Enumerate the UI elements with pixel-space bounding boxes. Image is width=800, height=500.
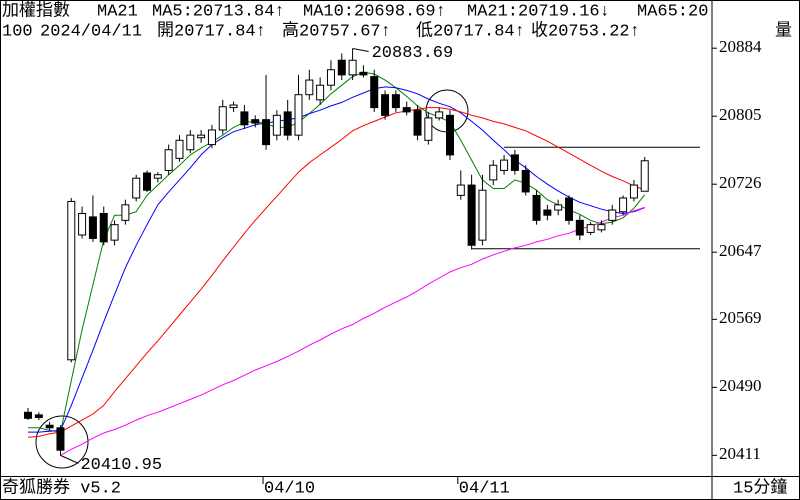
candle-body xyxy=(370,76,379,109)
y-tick-label: 20411 xyxy=(719,444,761,463)
candle-body xyxy=(294,94,303,136)
indicator: MA21 xyxy=(97,2,138,21)
annotation: 20883.69 xyxy=(372,44,454,63)
ma-line xyxy=(27,107,645,438)
candle-body xyxy=(435,111,444,119)
x-tick-label: 04/10 xyxy=(264,479,315,498)
candle-body xyxy=(424,117,433,141)
y-tick-label: 20490 xyxy=(719,376,762,395)
candle-body xyxy=(629,184,638,199)
candle-body xyxy=(532,194,541,221)
candle-body xyxy=(251,119,260,124)
candle-body xyxy=(489,164,498,181)
candle-body xyxy=(597,224,606,231)
candle-body xyxy=(337,59,346,76)
candle-body xyxy=(207,129,216,146)
candle-body xyxy=(456,184,465,196)
candle-body xyxy=(619,197,628,213)
candle-body xyxy=(521,169,530,193)
y-tick-label: 20647 xyxy=(719,241,762,260)
candle-body xyxy=(510,154,519,171)
info-text: 收20753.22↑ xyxy=(531,20,640,41)
candle-body xyxy=(34,414,43,418)
candle-body xyxy=(67,200,76,361)
candle-body xyxy=(110,224,119,241)
candle-body xyxy=(348,59,357,76)
info-text: 100 xyxy=(2,22,33,41)
ma-line xyxy=(28,86,645,433)
footer: 奇狐勝券 v5.2 xyxy=(2,477,121,498)
candle-body xyxy=(554,204,563,211)
candle-body xyxy=(175,139,184,159)
y-tick-label: 20726 xyxy=(719,173,762,192)
ma-line xyxy=(28,71,646,433)
candle-body xyxy=(164,149,173,171)
plot: 20883.69 20410.95 xyxy=(24,44,700,475)
candle-body xyxy=(88,216,97,239)
candle-body xyxy=(99,212,108,243)
candle-body xyxy=(402,107,411,113)
candle-body xyxy=(229,104,238,109)
candle-body xyxy=(132,177,141,199)
ma-line xyxy=(60,206,645,456)
candle-body xyxy=(608,209,617,221)
annotation-leader xyxy=(60,454,79,464)
candle-body xyxy=(197,134,206,139)
legend-entry: MA5:20713.84↑ xyxy=(152,2,285,21)
candle-body xyxy=(121,204,130,221)
candle-body xyxy=(381,94,390,116)
candle-body xyxy=(359,71,368,76)
info-text: 高20757.67↑ xyxy=(282,20,391,41)
candle-body xyxy=(78,212,87,236)
candle-body xyxy=(326,69,335,86)
header: 加權指數 MA21 MA5:20713.84↑ MA10:20698.69↑ MA2… xyxy=(2,0,708,41)
candle-body xyxy=(240,111,249,126)
annotation: 20410.95 xyxy=(80,456,162,475)
period: 15分鐘 xyxy=(733,477,787,498)
candle-body xyxy=(283,111,292,136)
legend-entry: MA21:20719.16↓ xyxy=(467,2,610,21)
candle-body xyxy=(413,109,422,136)
candle-body xyxy=(586,224,595,233)
candle-body xyxy=(56,427,65,451)
candle-body xyxy=(640,160,649,192)
candle-body xyxy=(305,79,314,96)
candle-body xyxy=(45,424,54,429)
x-tick-label: 04/11 xyxy=(459,479,510,498)
candle-body xyxy=(391,94,400,109)
candle-body xyxy=(565,197,573,221)
y-tick-label: 20569 xyxy=(719,308,762,327)
candle-body xyxy=(24,411,32,419)
candle-body xyxy=(262,119,271,146)
y-tick-label: 20884 xyxy=(719,37,762,56)
candle-body xyxy=(467,184,476,246)
candle-body xyxy=(186,134,195,151)
candle-body xyxy=(575,219,584,236)
candle-body xyxy=(143,172,152,191)
info-text: 量 xyxy=(775,20,792,41)
candle-body xyxy=(445,114,454,156)
chart-title: 加權指數 xyxy=(2,0,70,21)
candle-body xyxy=(500,159,509,171)
info-text: 開20717.84↑ xyxy=(157,21,266,41)
candle-body xyxy=(478,189,487,241)
candle-body xyxy=(316,84,325,101)
annotation-leader xyxy=(352,47,369,52)
candle-body xyxy=(153,174,162,179)
candle-body xyxy=(272,114,281,136)
candle-body xyxy=(543,209,552,216)
info-text: 2024/04/11 xyxy=(40,22,142,41)
info-text: 低20717.84↑ xyxy=(416,20,525,41)
legend-entry: MA10:20698.69↑ xyxy=(303,2,446,21)
legend-entry: MA65:20 xyxy=(637,2,708,21)
marker-circle xyxy=(35,415,89,469)
y-tick-label: 20805 xyxy=(719,105,762,124)
candle-body xyxy=(218,106,227,131)
